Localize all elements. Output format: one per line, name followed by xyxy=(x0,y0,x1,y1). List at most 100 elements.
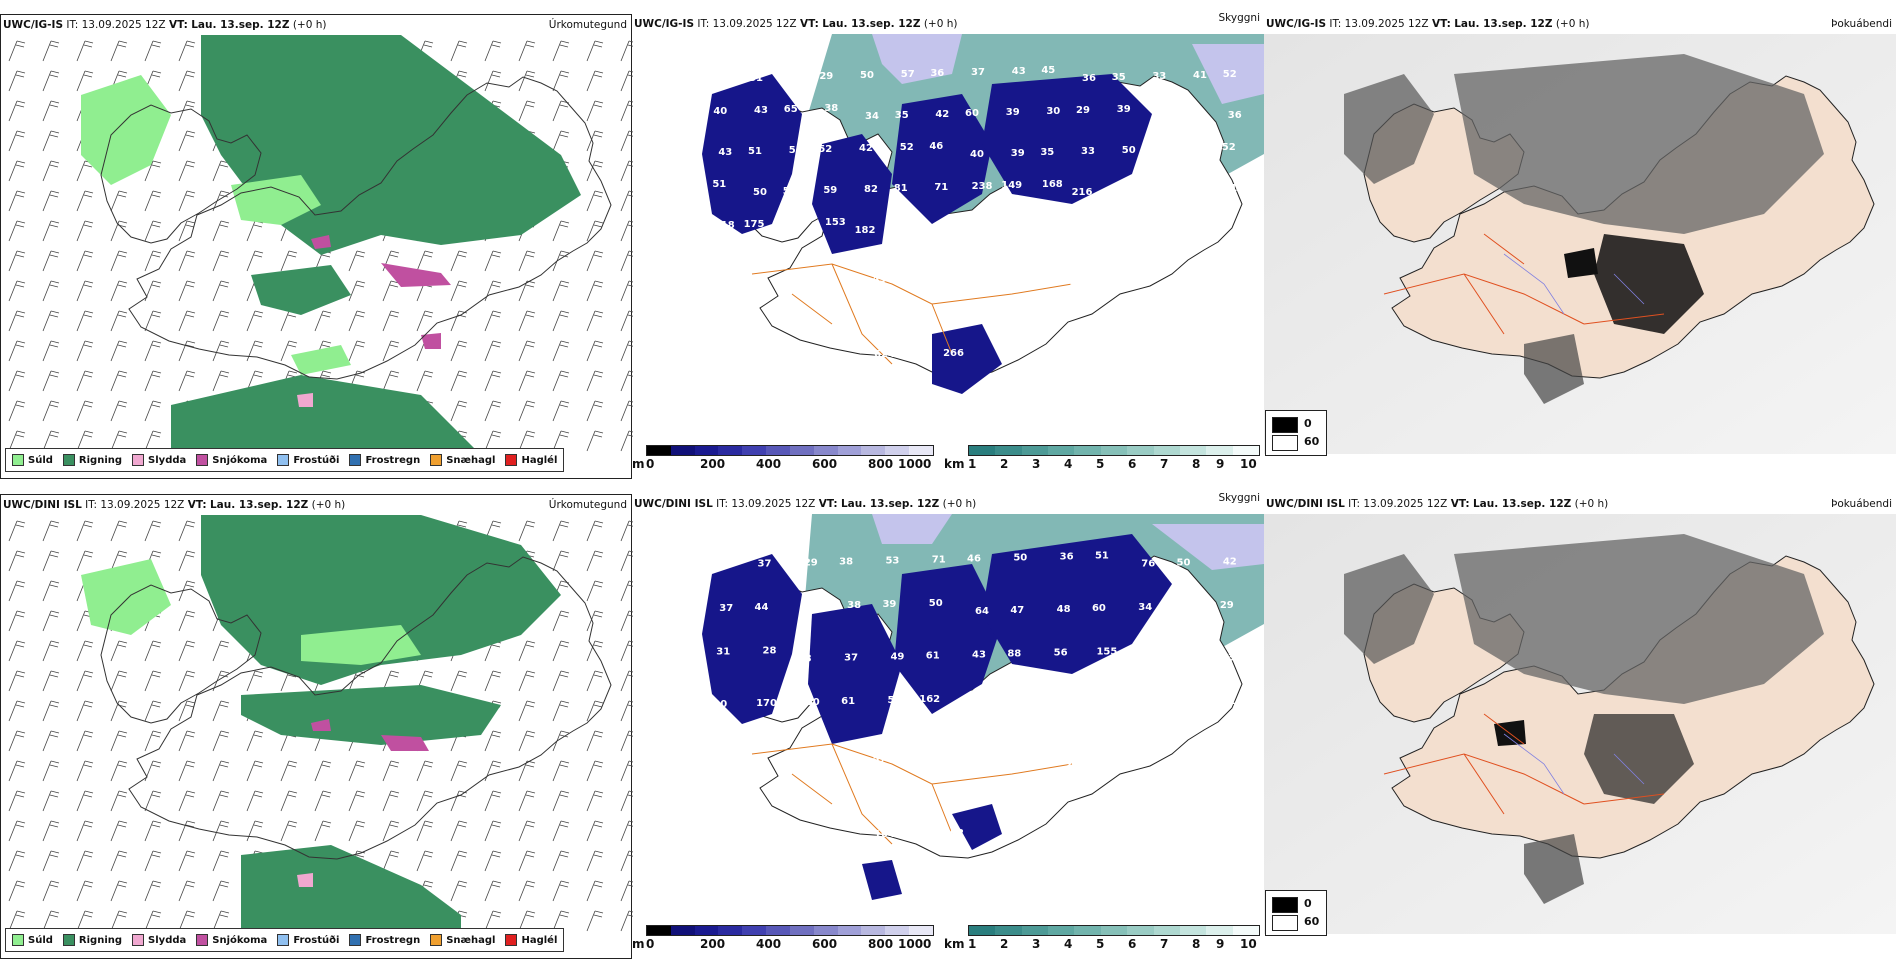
ceiling-value-label: 60 xyxy=(1092,603,1106,614)
panel-name: Úrkomutegund xyxy=(548,19,627,31)
ceiling-value-label: 149 xyxy=(1001,180,1022,191)
visibility-colorbar: km 1 2 3 4 5 6 7 8 9 10 xyxy=(944,445,1262,475)
ceiling-value-label: 39 xyxy=(1117,104,1131,115)
ceiling-value-label: 29 xyxy=(1220,600,1234,611)
ceiling-value-label: 40 xyxy=(713,106,727,117)
ceiling-value-label: 34 xyxy=(865,111,879,122)
ceiling-value-label: 38 xyxy=(847,600,861,611)
ceiling-value-label: 142 xyxy=(1183,184,1204,195)
ceiling-value-label: 111 xyxy=(1001,827,1022,838)
ceiling-value-label: 41 xyxy=(1193,70,1207,81)
ceiling-value-label: 37 xyxy=(758,559,772,570)
ceiling-value-label: 149 xyxy=(1093,699,1114,710)
ceiling-value-label: 112 xyxy=(1223,183,1244,194)
ceiling-value-label: 266 xyxy=(943,348,964,359)
ceiling-labels: 40 31 26 29 50 57 36 37 43 45 36 35 33 41 52 40 43 65 38 34… xyxy=(708,65,1244,236)
panel-name: Þokuábendi xyxy=(1831,18,1892,30)
ceiling-value-label: 34 xyxy=(1138,602,1152,613)
fog-scale-legend: 0 60 xyxy=(1265,410,1327,456)
panel-name: Þokuábendi xyxy=(1831,498,1892,510)
ceiling-value-label: 31 xyxy=(1157,103,1171,114)
ceiling-value-label: 155 xyxy=(1096,647,1117,658)
ceiling-value-label: 43 xyxy=(873,274,887,285)
ceiling-value-label: 50 xyxy=(929,598,943,609)
ceiling-value-label: 484 xyxy=(895,224,916,235)
legend-swatch xyxy=(196,934,209,946)
ceiling-value-label: 47 xyxy=(1010,605,1024,616)
precip-areas xyxy=(81,35,581,455)
ceiling-value-label: 35 xyxy=(1112,72,1126,83)
ceiling-value-label: 71 xyxy=(932,555,946,566)
precip-type-panel-2: UWC/DINI ISL IT: 13.09.2025 12Z VT: Lau.… xyxy=(0,494,633,959)
ceiling-colorbar: m 0 200 400 600 800 1000 xyxy=(632,925,934,955)
ceiling-value-label: 624 xyxy=(874,349,895,360)
ceiling-value-label: 57 xyxy=(873,754,887,765)
ceiling-labels: 52 37 29 38 53 71 46 50 36 51 76 50 42 37 44 33 38 39 50 64… xyxy=(711,551,1242,713)
ceiling-value-label: 52 xyxy=(900,142,914,153)
ceiling-value-label: 217 xyxy=(1112,186,1133,197)
ceiling-value-label: 38 xyxy=(824,103,838,114)
precip-type-map xyxy=(1,515,633,935)
ceiling-value-label: 51 xyxy=(712,179,726,190)
ceiling-value-label: 50 xyxy=(806,697,820,708)
precip-areas xyxy=(81,515,561,935)
fog-shading xyxy=(1344,534,1824,904)
precip-type-map xyxy=(1,35,633,455)
ceiling-value-label: 40 xyxy=(970,149,984,160)
ceiling-value-label: 702 xyxy=(943,828,964,839)
ceiling-value-label: 88 xyxy=(1007,649,1021,660)
ceiling-value-label: 52 xyxy=(818,144,832,155)
ceiling-value-label: 162 xyxy=(919,694,940,705)
ceiling-value-label: 60 xyxy=(965,108,979,119)
ceiling-value-label: 78 xyxy=(1135,646,1149,657)
ceiling-value-label: 43 xyxy=(718,147,732,158)
ceiling-value-label: 61 xyxy=(926,651,940,662)
ceiling-value-label: 502 xyxy=(1001,347,1022,358)
legend-swatch xyxy=(62,934,75,946)
legend-swatch xyxy=(132,454,145,466)
panel-title: UWC/DINI ISL IT: 13.09.2025 12Z VT: Lau.… xyxy=(1266,498,1609,510)
ceiling-value-label: 38 xyxy=(839,557,853,568)
ceiling-value-label: 55 xyxy=(1182,654,1196,665)
legend-swatch xyxy=(277,454,290,466)
ceiling-visibility-map: 52 37 29 38 53 71 46 50 36 51 76 50 42 37 44 33 38 39 50 64… xyxy=(702,514,1264,900)
fog-indicator-map xyxy=(1264,34,1896,454)
ceiling-value-label: 35 xyxy=(895,110,909,121)
precip-type-panel-1: UWC/IG-IS IT: 13.09.2025 12Z VT: Lau. 13… xyxy=(0,14,633,479)
ceiling-value-label: 39 xyxy=(1011,148,1025,159)
legend-swatch xyxy=(430,454,443,466)
panel-name: Skyggni xyxy=(1218,492,1261,504)
ceiling-value-label: 165 xyxy=(1070,346,1091,357)
ceiling-value-label: 46 xyxy=(967,554,981,565)
ceiling-value-label: 30 xyxy=(1046,106,1060,117)
ceiling-value-label: 48 xyxy=(1057,604,1071,615)
ceiling-value-label: 135 xyxy=(925,223,946,234)
ceiling-value-label: 36 xyxy=(1060,552,1074,563)
ceiling-value-label: 35 xyxy=(1040,147,1054,158)
ceiling-value-label: 82 xyxy=(864,184,878,195)
ceiling-value-label: 42 xyxy=(859,143,873,154)
low-ceiling-areas xyxy=(702,74,1152,394)
ceiling-value-label: 29 xyxy=(804,558,818,569)
ceiling-value-label: 31 xyxy=(749,73,763,84)
ceiling-value-label: 30 xyxy=(1187,111,1201,122)
ceiling-value-label: 50 xyxy=(860,70,874,81)
ceiling-value-label: 68 xyxy=(1015,701,1029,712)
ceiling-value-label: 33 xyxy=(1081,146,1095,157)
ceiling-value-label: 50 xyxy=(887,695,901,706)
legend-swatch xyxy=(62,454,75,466)
ceiling-visibility-map: 40 31 26 29 50 57 36 37 43 45 36 35 33 41 52 40 43 65 38 34… xyxy=(702,34,1264,394)
ceiling-value-label: 216 xyxy=(1072,187,1093,198)
ceiling-value-label: 50 xyxy=(1013,553,1027,564)
ceiling-value-label: 168 xyxy=(1042,179,1063,190)
ceiling-value-label: 28 xyxy=(763,646,777,657)
panel-title: UWC/DINI ISL IT: 13.09.2025 12Z VT: Lau.… xyxy=(634,498,977,510)
fog-indicator-panel-2: UWC/DINI ISL IT: 13.09.2025 12Z VT: Lau.… xyxy=(1264,494,1896,959)
ceiling-value-label: 90 xyxy=(713,699,727,710)
ceiling-value-label: 48 xyxy=(1151,144,1165,155)
ceiling-value-label: 37 xyxy=(719,603,733,614)
ceiling-visibility-panel-1: UWC/IG-IS IT: 13.09.2025 12Z VT: Lau. 13… xyxy=(632,12,1264,479)
legend-swatch xyxy=(505,934,518,946)
precip-type-legend: Súld Rigning Slydda Snjókoma Frostúði Fr… xyxy=(5,448,565,472)
ceiling-value-label: 170 xyxy=(756,698,777,709)
